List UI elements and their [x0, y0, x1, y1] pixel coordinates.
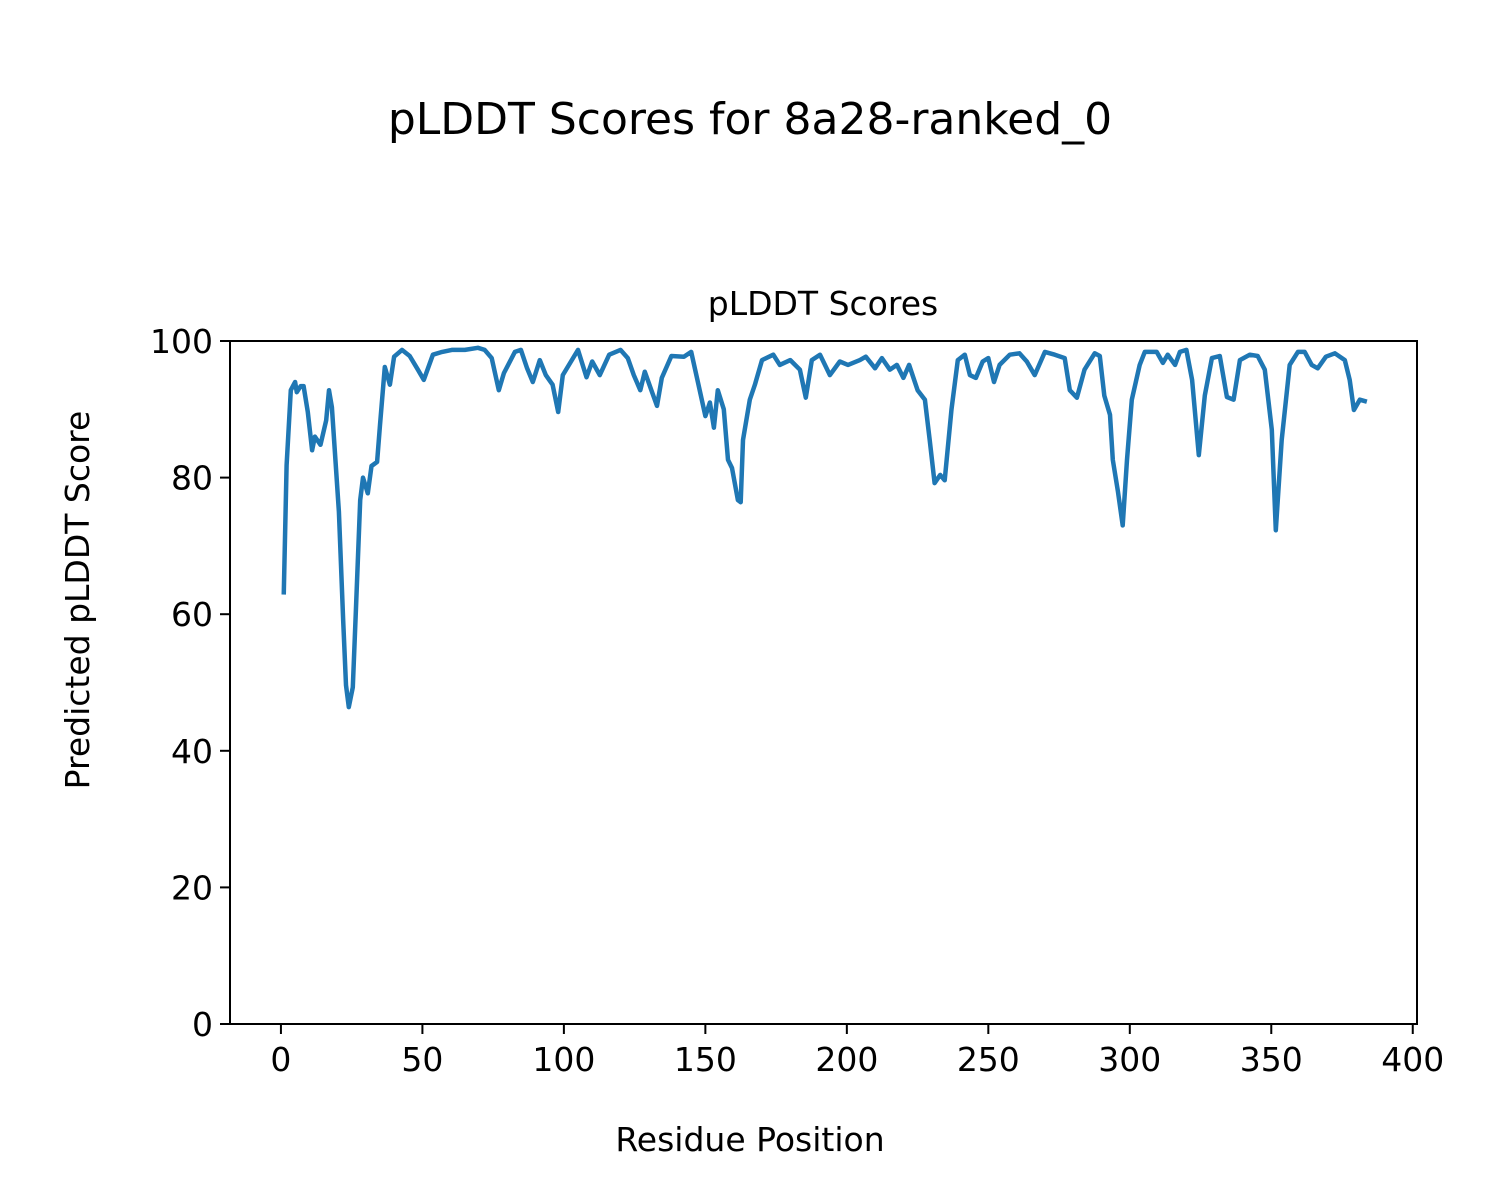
x-tick-label: 50: [401, 1040, 443, 1079]
x-tick-label: 100: [532, 1040, 595, 1079]
x-tick-label: 400: [1381, 1040, 1444, 1079]
x-tick-label: 150: [674, 1040, 737, 1079]
x-axis: 0 50 100 150 200 250 300 350 400: [270, 1024, 1444, 1079]
x-tick-label: 300: [1098, 1040, 1161, 1079]
y-axis-label: Predicted pLDDT Score: [58, 411, 97, 790]
axes-title: pLDDT Scores: [708, 284, 938, 323]
y-axis: 0 20 40 60 80 100: [150, 322, 230, 1044]
y-tick-label: 80: [171, 459, 213, 498]
series-line-pLDDT: [281, 345, 1368, 710]
x-tick-label: 0: [270, 1040, 291, 1079]
figure-suptitle: pLDDT Scores for 8a28-ranked_0: [388, 94, 1112, 145]
axes-frame: [229, 340, 1418, 1025]
y-tick-label: 20: [171, 868, 213, 907]
y-tick-label: 60: [171, 595, 213, 634]
x-tick-label: 200: [815, 1040, 878, 1079]
y-tick-label: 100: [150, 322, 213, 361]
x-tick-label: 350: [1240, 1040, 1303, 1079]
y-tick-label: 40: [171, 732, 213, 771]
x-tick-label: 250: [957, 1040, 1020, 1079]
plot-area: [230, 341, 1417, 1024]
x-axis-label: Residue Position: [615, 1120, 884, 1159]
y-tick-label: 0: [192, 1005, 213, 1044]
